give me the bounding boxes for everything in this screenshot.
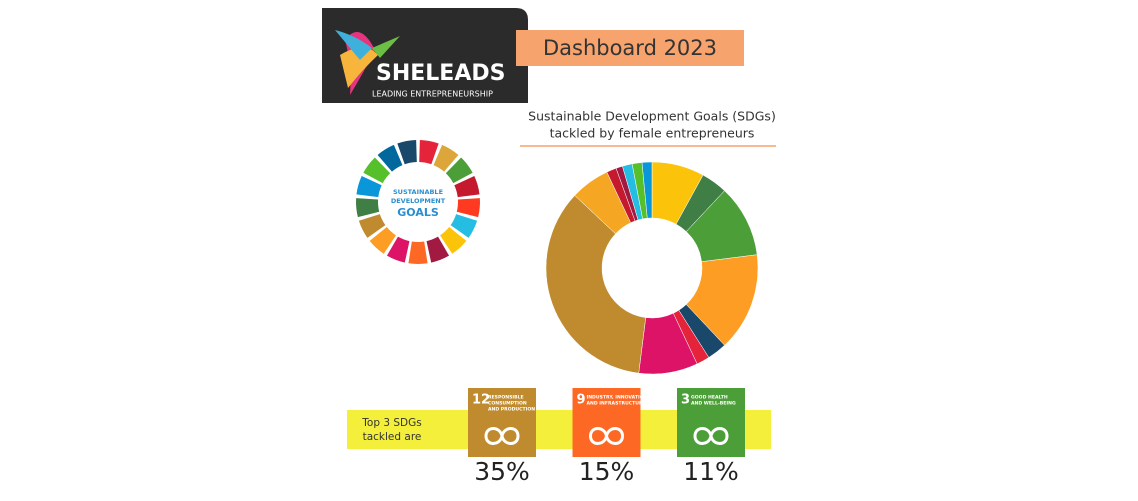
sdg-wheel-segment — [454, 176, 480, 198]
sdg-wheel-segment — [445, 157, 473, 184]
sdg-tile — [677, 388, 745, 457]
sdg-name: INDUSTRY, INNOVATION — [587, 395, 648, 401]
brand: SHELEADS — [376, 61, 505, 86]
chart-title: tackled by female entrepreneurs — [550, 126, 755, 141]
sdg-icon — [588, 427, 625, 445]
sdg-wheel-segment — [363, 157, 391, 184]
logo-box — [322, 8, 528, 103]
donut-segment — [641, 161, 653, 219]
sdg-number: 12 — [472, 393, 490, 408]
sdg-wheel-segment — [377, 144, 403, 172]
badge — [516, 30, 744, 66]
sdg-wheel-segment — [440, 227, 467, 254]
donut — [545, 161, 759, 375]
sdg-wheel-segment — [426, 236, 450, 263]
sdg-icon — [693, 427, 729, 445]
sdg-name: RESPONSIBLE — [488, 395, 524, 401]
sdg-wheel-segment — [356, 176, 382, 198]
tagline: LEADING ENTREPRENEURSHIP — [372, 90, 493, 99]
bird — [335, 30, 400, 95]
sdg-wheel-segment — [369, 227, 396, 254]
sdg-tile — [468, 388, 536, 457]
sdg-name: AND WELL-BEING — [691, 401, 736, 407]
sdg-wheel — [356, 140, 480, 264]
sdg-wheel-segment — [358, 214, 386, 238]
sdg-wheel-segment — [450, 214, 478, 238]
sdg-wheel-segment — [386, 236, 410, 263]
sdg-share: 15% — [579, 457, 635, 486]
top-label: Top 3 SDGs — [361, 417, 421, 429]
sdg-wheel-segment — [419, 140, 439, 165]
badge-text: Dashboard 2023 — [543, 36, 717, 60]
sdg-icon — [484, 427, 520, 445]
sdg-logo-text: SUSTAINABLE — [393, 188, 443, 196]
sdg-wheel-segment — [408, 241, 428, 264]
sdg-wheel-segment — [433, 144, 459, 172]
sdg-name: AND INFRASTRUCTURE — [587, 401, 646, 407]
sdg-wheel-segment — [456, 198, 480, 218]
top-label: tackled are — [363, 431, 422, 443]
sdg-wheel-segment — [356, 198, 380, 218]
sdg-logo-text: GOALS — [397, 206, 439, 219]
sdg-name: GOOD HEALTH — [691, 395, 728, 401]
sdg-share: 35% — [474, 457, 530, 486]
donut-segment — [545, 195, 647, 374]
sdg-share: 11% — [683, 457, 739, 486]
sdg-tile — [572, 388, 641, 457]
sdg-name: AND PRODUCTION — [488, 407, 535, 413]
sdg-number: 9 — [577, 393, 586, 408]
sdg-wheel-segment — [397, 140, 417, 165]
chart-title: Sustainable Development Goals (SDGs) — [528, 109, 776, 124]
sdg-logo-text: DEVELOPMENT — [391, 197, 446, 205]
sdg-name: CONSUMPTION — [488, 401, 527, 407]
sdg-number: 3 — [681, 393, 690, 408]
